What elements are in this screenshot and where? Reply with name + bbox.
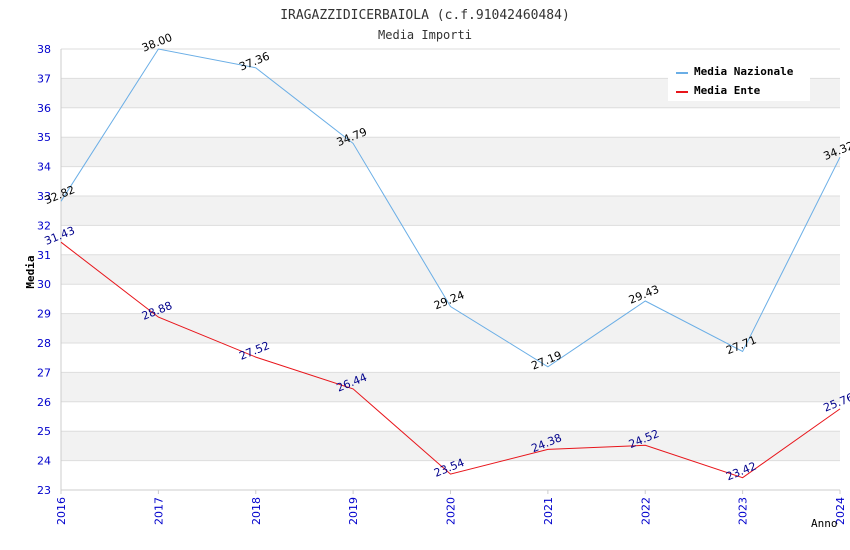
grid-band bbox=[61, 196, 840, 226]
y-tick-label: 33 bbox=[37, 190, 51, 203]
y-tick-label: 34 bbox=[37, 161, 51, 174]
x-tick-label: 2022 bbox=[639, 497, 652, 525]
x-tick-label: 2017 bbox=[152, 497, 165, 525]
y-tick-label: 29 bbox=[37, 308, 51, 321]
legend-label-media-nazionale: Media Nazionale bbox=[694, 65, 794, 78]
y-tick-label: 32 bbox=[37, 219, 51, 232]
x-tick-label: 2023 bbox=[737, 497, 750, 525]
axes bbox=[60, 49, 841, 494]
y-tick-label: 36 bbox=[37, 102, 51, 115]
legend: Media Nazionale Media Ente bbox=[668, 61, 810, 101]
y-tick-label: 28 bbox=[37, 337, 51, 350]
chart-title: IRAGAZZIDICERBAIOLA (c.f.91042460484) bbox=[280, 8, 570, 23]
x-tick-labels: 2016 2017 2018 2019 2020 2021 2022 2023 2024 bbox=[55, 497, 847, 525]
y-tick-label: 23 bbox=[37, 484, 51, 497]
gridlines bbox=[61, 48, 840, 491]
y-tick-label: 31 bbox=[37, 249, 51, 262]
y-tick-labels: 23 24 25 26 27 28 29 30 31 32 33 34 35 36 37 38 bbox=[37, 43, 51, 497]
series-line-media-nazionale bbox=[60, 48, 841, 368]
grid-band bbox=[61, 137, 840, 167]
grid-bands bbox=[61, 78, 840, 461]
series-lines bbox=[60, 48, 841, 479]
data-label-media-nazionale: 29.24 bbox=[432, 288, 466, 312]
y-tick-label: 35 bbox=[37, 131, 51, 144]
x-tick-label: 2019 bbox=[347, 497, 360, 525]
chart-subtitle: Media Importi bbox=[378, 28, 472, 42]
y-tick-label: 37 bbox=[37, 72, 51, 85]
y-tick-label: 26 bbox=[37, 396, 51, 409]
y-tick-label: 27 bbox=[37, 366, 51, 379]
x-tick-label: 2021 bbox=[542, 497, 555, 525]
y-axis-label: Media bbox=[24, 255, 37, 288]
grid-band bbox=[61, 372, 840, 402]
data-label-media-ente: 23.42 bbox=[724, 459, 758, 483]
grid-band bbox=[61, 313, 840, 343]
grid-band bbox=[61, 254, 840, 285]
data-label-media-nazionale: 37.36 bbox=[237, 50, 271, 74]
data-label-media-nazionale: 29.43 bbox=[627, 283, 661, 307]
y-tick-label: 30 bbox=[37, 278, 51, 291]
grid-band bbox=[61, 431, 840, 461]
data-label-media-nazionale: 27.19 bbox=[530, 349, 564, 373]
y-tick-label: 24 bbox=[37, 455, 51, 468]
legend-box bbox=[668, 61, 810, 101]
x-tick-label: 2016 bbox=[55, 497, 68, 525]
x-axis-label: Anno bbox=[811, 517, 838, 530]
series-line-media-ente bbox=[60, 241, 841, 479]
x-tick-label: 2024 bbox=[834, 497, 847, 525]
y-tick-label: 38 bbox=[37, 43, 51, 56]
x-tick-label: 2020 bbox=[445, 497, 458, 525]
legend-label-media-ente: Media Ente bbox=[694, 84, 761, 97]
x-tick-label: 2018 bbox=[250, 497, 263, 525]
y-tick-label: 25 bbox=[37, 425, 51, 438]
